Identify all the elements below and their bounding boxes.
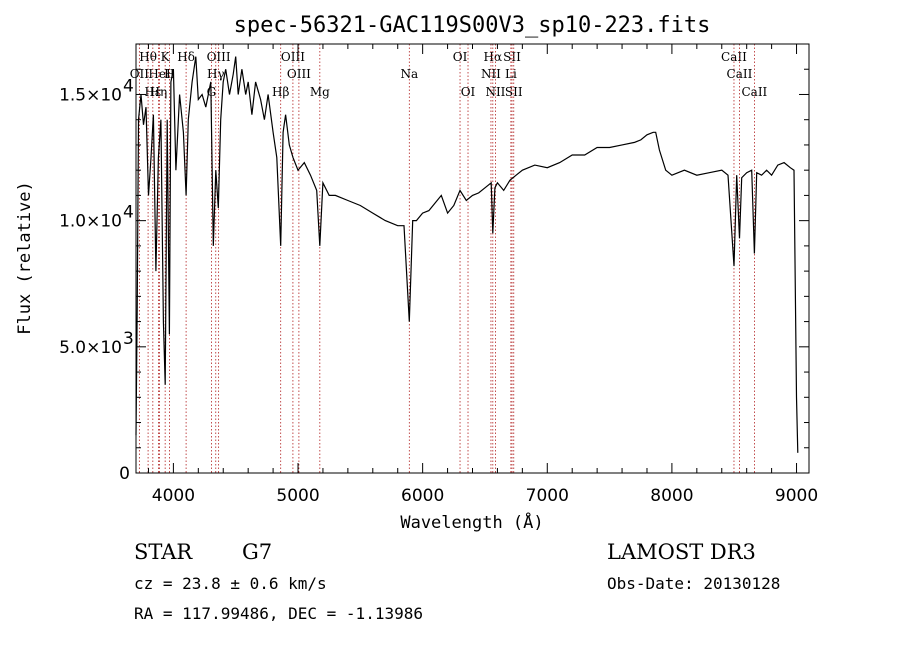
line-label-2: Hδ xyxy=(177,50,195,64)
y-tick-label-2: 1.0×10 xyxy=(59,212,122,232)
line-label-17: CaII xyxy=(727,67,753,81)
coordinates-text: RA = 117.99486, DEC = -1.13986 xyxy=(134,604,423,623)
redshift-text: cz = 23.8 ± 0.6 km/s xyxy=(134,574,327,593)
object-class: STAR xyxy=(134,540,193,564)
line-label-5: OI xyxy=(453,50,468,64)
line-label-6: Hα xyxy=(484,50,503,64)
line-label-11: H xyxy=(164,67,174,81)
y-tick-label-3: 1.5×10 xyxy=(59,85,122,105)
line-label-26: CaII xyxy=(741,85,767,99)
line-label-9: OII xyxy=(130,67,150,81)
flux-series-line xyxy=(135,56,799,453)
line-label-25: SII xyxy=(505,85,523,99)
chart-title: spec-56321-GAC119S00V3_sp10-223.fits xyxy=(234,13,711,38)
x-tick-label-1: 5000 xyxy=(276,486,319,506)
line-label-15: NII xyxy=(481,67,501,81)
line-label-8: CaII xyxy=(721,50,747,64)
line-label-3: OIII xyxy=(207,50,231,64)
line-label-16: Li xyxy=(505,67,517,81)
spectrum-chart: spec-56321-GAC119S00V3_sp10-223.fits Hθ K… xyxy=(15,13,818,533)
line-label-24: NII xyxy=(485,85,505,99)
line-label-13: OIII xyxy=(287,67,311,81)
object-subclass: G7 xyxy=(242,540,273,564)
x-axis-label: Wavelength (Å) xyxy=(400,511,543,533)
obs-date-text: Obs-Date: 20130128 xyxy=(607,574,781,593)
line-label-4: OIII xyxy=(281,50,305,64)
y-axis-ticks: 05.0×10 31.0×10 41.5×10 4 xyxy=(59,43,809,484)
line-label-1: K xyxy=(161,50,171,64)
y-tick-exp-1: 3 xyxy=(123,329,134,349)
survey-name: LAMOST DR3 xyxy=(607,540,756,564)
line-label-0: Hθ xyxy=(139,50,157,64)
line-label-23: OI xyxy=(461,85,476,99)
x-tick-label-5: 9000 xyxy=(775,486,818,506)
line-label-10: HeI xyxy=(148,67,171,81)
line-label-18: Hε xyxy=(144,85,161,99)
y-tick-exp-3: 4 xyxy=(123,76,134,96)
plot-frame xyxy=(135,43,810,474)
y-tick-exp-2: 4 xyxy=(123,203,134,223)
line-label-22: Mg xyxy=(310,85,330,99)
line-label-14: Na xyxy=(400,67,418,81)
x-tick-label-3: 7000 xyxy=(526,486,569,506)
y-axis-label: Flux (relative) xyxy=(15,181,35,335)
x-tick-label-2: 6000 xyxy=(401,486,444,506)
y-tick-label-1: 5.0×10 xyxy=(59,338,122,358)
x-tick-label-4: 8000 xyxy=(650,486,693,506)
line-label-21: Hβ xyxy=(272,85,289,99)
y-tick-label-0: 0 xyxy=(119,464,130,484)
line-label-7: SII xyxy=(503,50,521,64)
line-label-12: Hγ xyxy=(207,67,225,81)
x-axis-ticks: 4000 5000 6000 7000 8000 9000 xyxy=(147,44,818,506)
line-label-19: Hη xyxy=(150,85,168,99)
x-tick-label-0: 4000 xyxy=(152,486,195,506)
